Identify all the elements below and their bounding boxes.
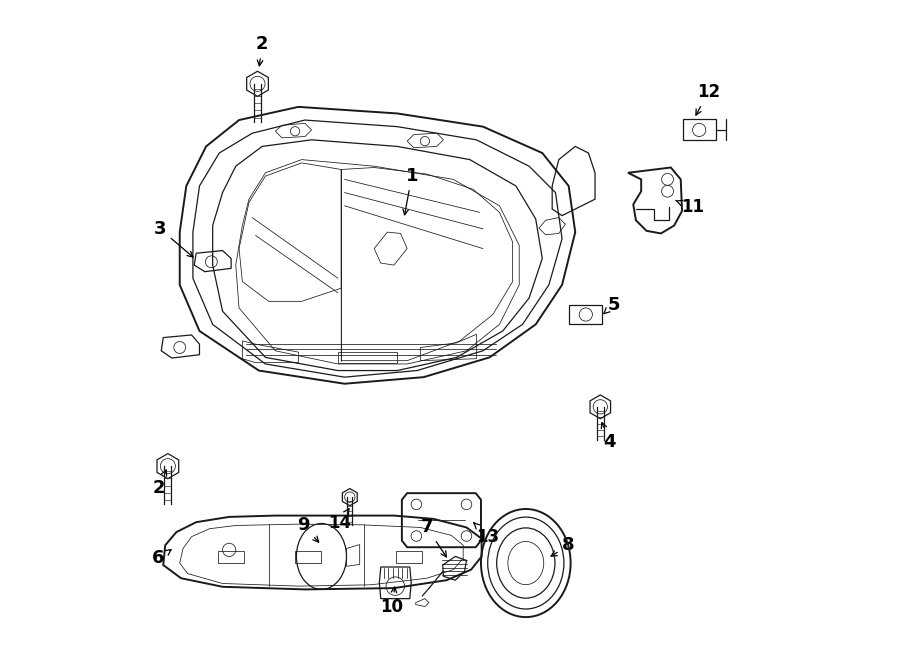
- Text: 10: 10: [381, 587, 403, 616]
- Text: 8: 8: [551, 536, 575, 556]
- Text: 13: 13: [473, 523, 500, 545]
- Text: 14: 14: [328, 509, 351, 532]
- Text: 1: 1: [403, 167, 418, 215]
- Text: 3: 3: [154, 220, 193, 257]
- Text: 11: 11: [676, 198, 704, 216]
- Text: 5: 5: [604, 296, 620, 314]
- Text: 6: 6: [152, 549, 171, 567]
- Text: 4: 4: [601, 422, 616, 451]
- Text: 12: 12: [696, 83, 720, 115]
- Text: 2: 2: [152, 470, 166, 497]
- Text: 7: 7: [420, 518, 446, 557]
- Text: 2: 2: [256, 35, 268, 66]
- Text: 9: 9: [297, 516, 319, 542]
